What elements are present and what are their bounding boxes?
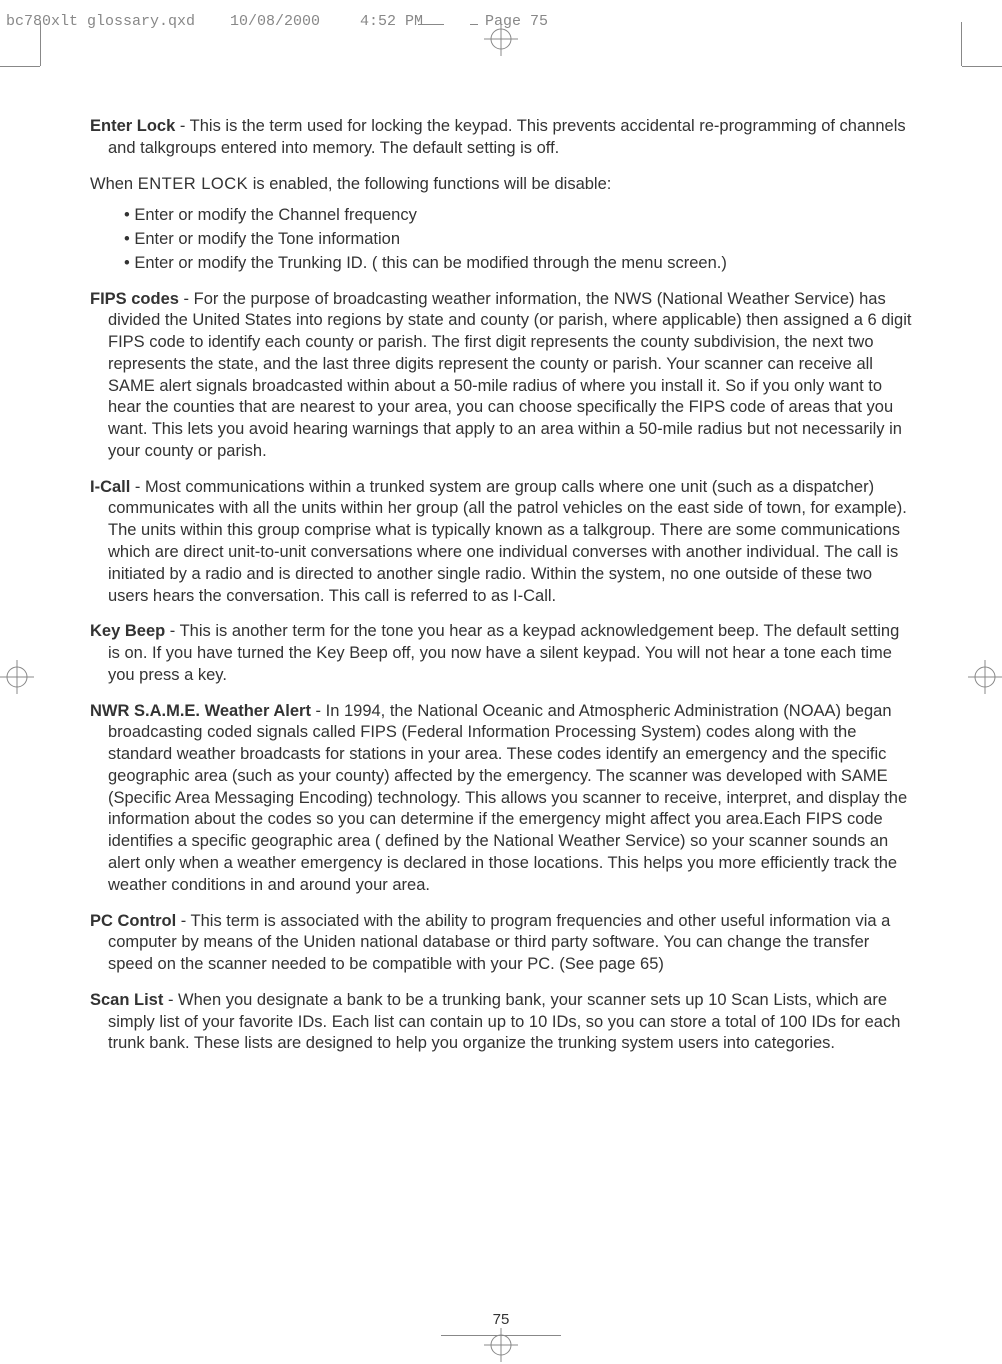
crop-mark: [0, 66, 40, 67]
term-label: NWR S.A.M.E. Weather Alert: [90, 702, 311, 720]
bullet-item: • Enter or modify the Trunking ID. ( thi…: [124, 253, 912, 275]
term-body: - In 1994, the National Oceanic and Atmo…: [108, 702, 907, 894]
header-rule: [418, 24, 444, 25]
term-body: - When you designate a bank to be a trun…: [108, 991, 900, 1053]
registration-mark-icon: [484, 22, 518, 56]
glossary-entry-icall: I-Call - Most communications within a tr…: [90, 477, 912, 608]
term-body: - For the purpose of broadcasting weathe…: [108, 290, 912, 460]
crop-mark: [962, 66, 1002, 67]
bullet-item: • Enter or modify the Tone information: [124, 229, 912, 251]
lcd-text: ENTER LOCK: [138, 175, 248, 193]
crop-mark: [961, 22, 962, 66]
term-body: - Most communications within a trunked s…: [108, 478, 907, 605]
term-label: Scan List: [90, 991, 163, 1009]
header-time: 4:52 PM: [360, 13, 423, 30]
term-body: - This is the term used for locking the …: [108, 117, 906, 157]
header-rule: [470, 24, 478, 25]
term-label: FIPS codes: [90, 290, 179, 308]
glossary-entry-pc-control: PC Control - This term is associated wit…: [90, 911, 912, 976]
term-label: PC Control: [90, 912, 176, 930]
glossary-entry-scan-list: Scan List - When you designate a bank to…: [90, 990, 912, 1055]
bottom-rule: [441, 1335, 561, 1336]
bullet-item: • Enter or modify the Channel frequency: [124, 205, 912, 227]
registration-mark-icon: [968, 660, 1002, 694]
term-label: Enter Lock: [90, 117, 175, 135]
glossary-entry-nwr: NWR S.A.M.E. Weather Alert - In 1994, th…: [90, 701, 912, 897]
enter-lock-subtext: When ENTER LOCK is enabled, the followin…: [90, 174, 912, 196]
term-label: Key Beep: [90, 622, 165, 640]
content-body: Enter Lock - This is the term used for l…: [90, 116, 912, 1069]
term-body: - This term is associated with the abili…: [108, 912, 890, 974]
page-number: 75: [0, 1311, 1002, 1328]
term-body: - This is another term for the tone you …: [108, 622, 899, 684]
crop-mark: [40, 22, 41, 66]
document-page: bc780xlt glossary.qxd 10/08/2000 4:52 PM…: [0, 0, 1002, 1364]
glossary-entry-enter-lock: Enter Lock - This is the term used for l…: [90, 116, 912, 160]
registration-mark-icon: [0, 660, 34, 694]
registration-mark-icon: [484, 1328, 518, 1362]
term-label: I-Call: [90, 478, 130, 496]
enter-lock-bullets: • Enter or modify the Channel frequency …: [124, 205, 912, 274]
glossary-entry-fips: FIPS codes - For the purpose of broadcas…: [90, 289, 912, 463]
header-filename: bc780xlt glossary.qxd: [6, 13, 195, 30]
header-date: 10/08/2000: [230, 13, 320, 30]
glossary-entry-key-beep: Key Beep - This is another term for the …: [90, 621, 912, 686]
